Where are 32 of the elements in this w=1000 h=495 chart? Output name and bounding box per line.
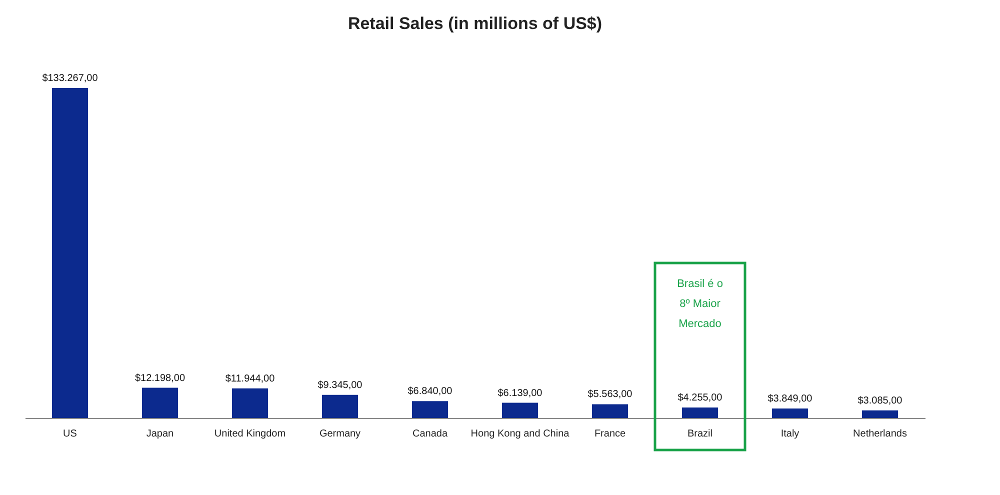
x-tick-label: Italy: [780, 428, 800, 440]
data-label: $11.944,00: [225, 373, 276, 384]
x-tick-label: US: [63, 428, 78, 440]
x-tick-label: Canada: [412, 428, 448, 440]
x-tick-label: Hong Kong and China: [470, 428, 570, 440]
x-tick-label: Japan: [146, 428, 174, 440]
bar: [142, 388, 178, 418]
x-tick-label: Brazil: [687, 428, 713, 440]
x-tick-label: United Kingdom: [214, 428, 286, 440]
x-tick-label: France: [594, 428, 626, 440]
data-label: $9.345,00: [318, 380, 363, 391]
bar: [772, 408, 808, 418]
data-label: $6.139,00: [498, 388, 543, 399]
bar: [862, 410, 898, 418]
bar: [322, 394, 358, 418]
bar: [592, 404, 628, 418]
bar: [412, 401, 448, 418]
data-label: $6.840,00: [408, 386, 453, 398]
bar: [502, 402, 538, 418]
data-label: $133.267,00: [42, 73, 98, 84]
data-label: $3.085,00: [858, 395, 903, 406]
data-label: $5.563,00: [588, 389, 633, 400]
data-label: $12.198,00: [134, 372, 186, 384]
data-label: $4.255,00: [678, 392, 723, 404]
bar: [682, 407, 718, 418]
data-label: $3.849,00: [768, 393, 813, 404]
x-tick-label: Germany: [319, 428, 361, 440]
bar: [52, 88, 88, 418]
annotation: Brasil é o 8º Maior Mercado: [677, 278, 723, 330]
x-tick-label: Netherlands: [853, 428, 907, 440]
chart-title: Retail Sales (in millions of US$): [348, 14, 602, 33]
bar: [232, 388, 268, 418]
